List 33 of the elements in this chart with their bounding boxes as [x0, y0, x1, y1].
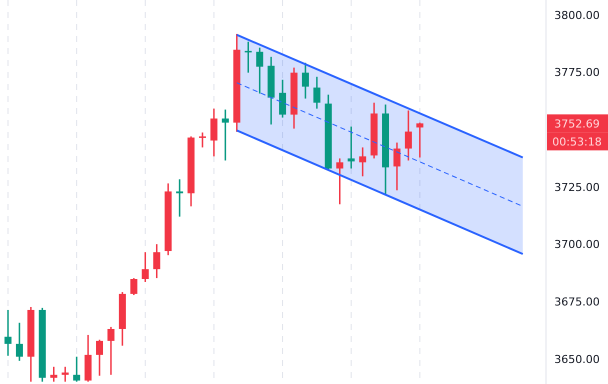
y-tick-label: 3650.00	[554, 352, 600, 366]
candlestick	[336, 158, 344, 206]
candlestick	[393, 142, 400, 192]
candlestick	[302, 62, 309, 100]
candlestick	[256, 46, 264, 94]
candlestick	[153, 243, 160, 279]
candlestick	[107, 326, 114, 376]
candlestick	[198, 132, 206, 148]
candlestick	[4, 309, 12, 357]
candlestick	[16, 322, 23, 362]
candlestick	[404, 110, 412, 162]
y-tick-label: 3675.00	[554, 295, 600, 308]
y-tick-label: 3725.00	[554, 180, 600, 194]
candlestick	[176, 178, 184, 218]
candlestick	[50, 366, 58, 382]
candlestick	[62, 366, 69, 382]
y-tick-label: 3775.00	[554, 66, 600, 80]
candlestick	[279, 79, 286, 118]
candlestick	[348, 126, 355, 170]
text: 00:53:18	[552, 135, 602, 148]
candlestick	[222, 108, 229, 162]
candlestick	[142, 251, 149, 283]
y-tick-label: 3800.00	[554, 8, 600, 22]
y-tick-label: 3700.00	[554, 238, 600, 252]
candlestick	[416, 122, 424, 158]
candlestick	[313, 76, 320, 110]
candlestick	[359, 146, 366, 178]
candlestick	[73, 356, 80, 382]
candlestick	[210, 108, 218, 158]
candlestick	[96, 339, 104, 376]
text: 3752.69	[554, 117, 600, 130]
candlestick	[130, 277, 138, 296]
candlestick	[244, 40, 252, 74]
